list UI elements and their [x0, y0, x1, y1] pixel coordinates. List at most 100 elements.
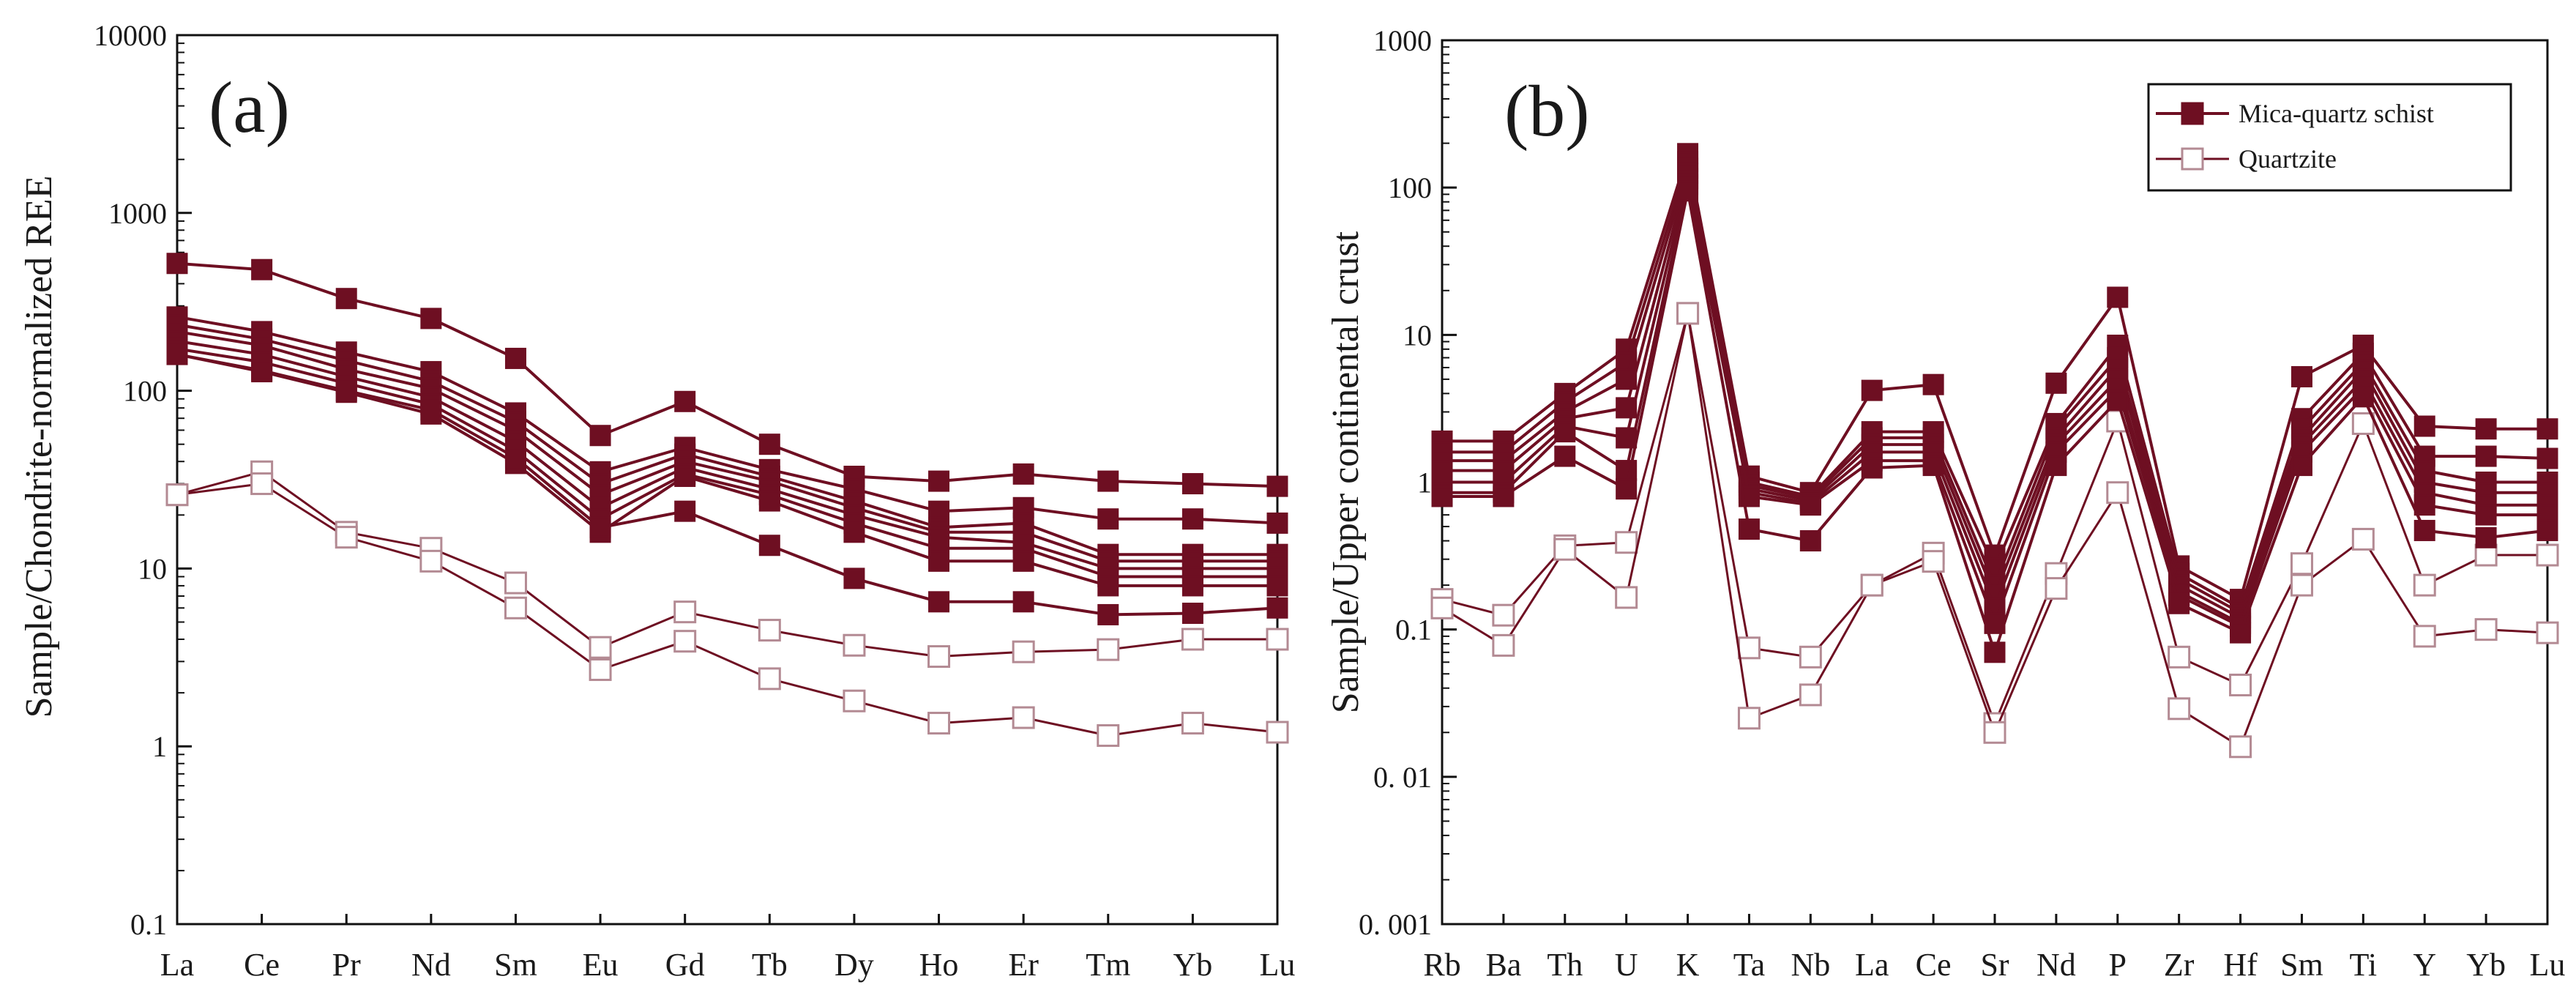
- panel-b-point-schist: [1922, 455, 1944, 477]
- panel-a-point-quartzite: [843, 633, 866, 657]
- panel-b-axis: 0. 001 0. 01 0.1 1 10 100 1000 Rb Ba Th U K Ta Nb La Ce…: [1359, 24, 2565, 983]
- panel-a-point-quartzite: [1266, 721, 1289, 744]
- panel-b-point-schist: [2475, 526, 2497, 548]
- panel-a-point-schist: [1266, 597, 1288, 619]
- panel-a-point-schist: [928, 550, 950, 572]
- panel-a-point-schist: [1181, 508, 1203, 530]
- panel-b-point-quartzite: [1676, 302, 1700, 325]
- panel-b: Sample/Upper continental crust (b) 0. 00…: [1325, 24, 2565, 983]
- panel-a-point-quartzite: [1012, 706, 1035, 729]
- panel-b-point-quartzite: [2536, 543, 2559, 567]
- panel-b-point-quartzite: [2351, 412, 2375, 435]
- panel-a-xtick-label: Eu: [583, 947, 619, 983]
- panel-a-point-schist: [928, 591, 950, 613]
- panel-b-ytick-label: 0. 01: [1373, 761, 1432, 794]
- panel-a-point-quartzite: [673, 630, 697, 653]
- panel-a-series-schist: [166, 343, 1288, 625]
- panel-a-series-line: [176, 353, 1277, 587]
- legend-label-schist: Mica-quartz schist: [2239, 99, 2434, 128]
- panel-a-point-schist: [589, 425, 611, 447]
- panel-b-xtick-label: La: [1855, 947, 1889, 983]
- panel-a-point-quartzite: [1266, 628, 1289, 651]
- panel-a-series-quartzite: [165, 460, 1289, 669]
- legend-marker-quartzite: [2181, 147, 2204, 171]
- panel-a-point-quartzite: [335, 526, 358, 549]
- panel-b-point-quartzite: [2229, 735, 2252, 759]
- panel-a-xtick-label: Er: [1008, 947, 1039, 983]
- panel-b-xtick-label: Rb: [1423, 947, 1460, 983]
- panel-b-point-quartzite: [2229, 673, 2252, 696]
- panel-a-series-schist: [166, 306, 1288, 534]
- panel-b-point-quartzite: [1737, 707, 1761, 730]
- panel-b-point-schist: [1799, 494, 1821, 516]
- panel-b-ytick-label: 10: [1403, 319, 1432, 351]
- panel-b-xtick-label: Ta: [1733, 947, 1765, 983]
- panel-b-point-schist: [2045, 455, 2067, 477]
- panel-b-point-quartzite: [2168, 645, 2191, 669]
- panel-b-point-schist: [1861, 379, 1883, 401]
- panel-a-point-schist: [1012, 550, 1034, 572]
- panel-b-xtick-label: Zr: [2164, 947, 2195, 983]
- panel-b-ytick-label: 100: [1388, 171, 1432, 204]
- panel-a-point-schist: [420, 399, 442, 421]
- panel-b-point-schist: [1738, 518, 1760, 540]
- panel-b-ytick-label: 1000: [1373, 24, 1432, 57]
- panel-a-point-schist: [1181, 575, 1203, 597]
- panel-b-point-schist: [1554, 445, 1576, 467]
- panel-a-xtick-label: Gd: [665, 947, 705, 983]
- panel-b-point-quartzite: [1492, 633, 1515, 657]
- panel-a-point-schist: [335, 288, 357, 310]
- panel-a-xtick-label: Yb: [1173, 947, 1212, 983]
- panel-b-point-schist: [2475, 504, 2497, 526]
- panel-b-ytick-label: 1: [1417, 466, 1432, 499]
- panel-a-point-schist: [504, 447, 526, 469]
- panel-a-ylabel: Sample/Chondrite-normalized REE: [18, 176, 60, 718]
- panel-a-point-schist: [589, 516, 611, 538]
- panel-a-xtick-label: Pr: [332, 947, 361, 983]
- panel-b-ytick-label: 0. 001: [1359, 908, 1432, 941]
- panel-b-xtick-label: Nb: [1791, 947, 1830, 983]
- panel-a-point-quartzite: [1181, 712, 1204, 735]
- panel-b-xtick-label: K: [1676, 947, 1700, 983]
- panel-a-point-schist: [1266, 512, 1288, 534]
- panel-a-point-schist: [1097, 575, 1119, 597]
- panel-a-xtick-label: Ce: [244, 947, 280, 983]
- panel-a-point-quartzite: [673, 600, 697, 624]
- panel-b-point-schist: [1922, 373, 1944, 395]
- panel-a-point-schist: [251, 258, 273, 280]
- panel-a-xtick-label: Tb: [752, 947, 788, 983]
- legend-frame: [2147, 83, 2512, 192]
- panel-b-point-quartzite: [2168, 697, 2191, 721]
- panel-b-point-schist: [2413, 494, 2435, 516]
- panel-b-ylabel: Sample/Upper continental crust: [1325, 231, 1367, 713]
- panel-a-point-quartzite: [165, 483, 189, 507]
- panel-b-series-quartzite: [1430, 302, 2559, 759]
- panel-b-series-schist: [1431, 180, 2558, 663]
- panel-b-point-quartzite: [2474, 618, 2498, 641]
- panel-a-point-schist: [166, 343, 188, 365]
- panel-a-ytick-label: 100: [123, 375, 167, 408]
- panel-b-point-quartzite: [1922, 550, 1945, 573]
- panel-a-tag: (a): [209, 67, 290, 148]
- panel-a-point-quartzite: [250, 472, 274, 496]
- panel-b-point-schist: [2168, 592, 2190, 614]
- panel-b-point-schist: [2352, 386, 2374, 408]
- panel-a-point-schist: [843, 568, 865, 589]
- panel-b-point-quartzite: [1799, 645, 1822, 669]
- panel-a-point-quartzite: [927, 645, 951, 669]
- panel-a-point-quartzite: [504, 596, 527, 619]
- panel-a-point-schist: [758, 535, 780, 557]
- panel-a-axis: 0.1 1 10 100 1000 10000 La Ce Pr Nd Sm Eu Gd Tb Dy Ho Er…: [94, 19, 1295, 983]
- panel-b-point-quartzite: [2413, 625, 2436, 648]
- panel-a-point-schist: [1181, 603, 1203, 625]
- panel-a: Sample/Chondrite-normalized REE (a) 0.1 1…: [18, 19, 1295, 983]
- panel-a-point-quartzite: [504, 571, 527, 595]
- panel-b-point-schist: [1431, 485, 1453, 507]
- panel-a-xtick-label: Tm: [1086, 947, 1130, 983]
- panel-a-point-schist: [928, 470, 950, 492]
- panel-a-point-schist: [674, 500, 696, 522]
- panel-a-ytick-label: 0.1: [130, 908, 167, 941]
- panel-b-point-schist: [2413, 519, 2435, 541]
- panel-b-point-schist: [1493, 485, 1515, 507]
